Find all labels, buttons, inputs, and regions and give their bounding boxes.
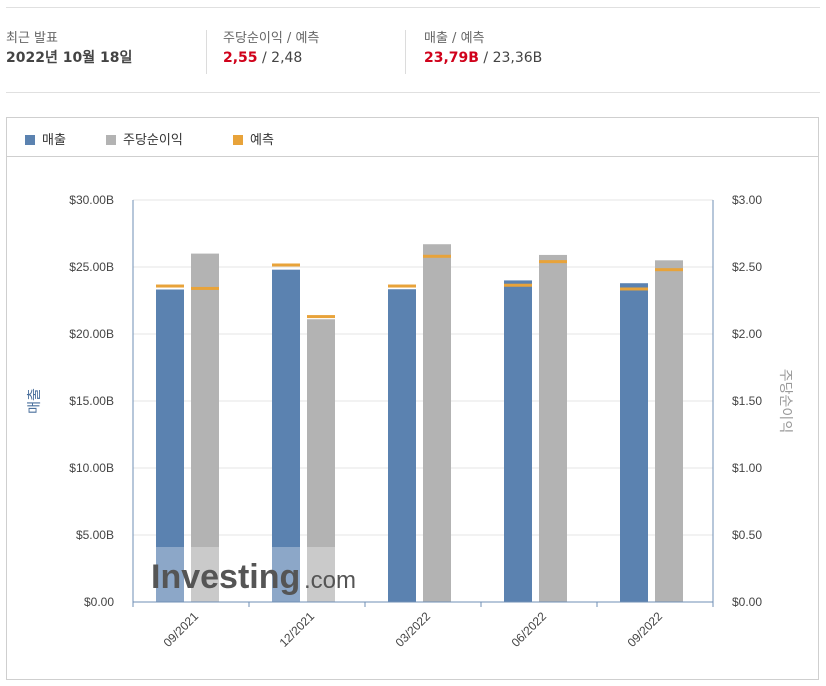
chart-legend: 매출 주당순이익 예측 bbox=[7, 118, 818, 157]
y-left-tick-label: $10.00B bbox=[69, 461, 114, 475]
revenue-stat: 매출 / 예측 23,79B / 23,36B bbox=[424, 30, 542, 68]
revenue-forecast-marker bbox=[156, 284, 184, 288]
y-left-tick-label: $30.00B bbox=[69, 193, 114, 207]
revenue-label: 매출 / 예측 bbox=[424, 31, 485, 46]
x-tick-label: 09/2021 bbox=[161, 609, 202, 650]
y-right-tick-label: $3.00 bbox=[732, 193, 762, 207]
y-right-axis-title: 주당순이익 bbox=[777, 369, 793, 433]
eps-bar bbox=[307, 319, 335, 602]
eps-bar bbox=[191, 253, 219, 602]
watermark-suffix: .com bbox=[304, 567, 356, 594]
summary-separator bbox=[405, 30, 406, 74]
y-right-tick-label: $0.50 bbox=[732, 528, 762, 542]
legend-swatch-forecast bbox=[233, 135, 243, 145]
y-right-tick-label: $0.00 bbox=[732, 595, 762, 609]
revenue-bar bbox=[156, 289, 184, 602]
x-tick-label: 09/2022 bbox=[625, 609, 666, 650]
eps-bar bbox=[539, 254, 567, 602]
revenue-forecast-marker bbox=[272, 263, 300, 267]
chart-plot: Investing .com $0.00 $0.00 $5.00B $0.50 $10.… bbox=[27, 193, 793, 650]
revenue-bar bbox=[272, 269, 300, 602]
eps-bar bbox=[423, 244, 451, 602]
eps-forecast-marker bbox=[655, 268, 683, 272]
legend-label-eps: 주당순이익 bbox=[123, 133, 183, 148]
latest-release-label: 최근 발표 bbox=[6, 31, 58, 46]
y-left-tick-label: $5.00B bbox=[76, 528, 114, 542]
eps-bar bbox=[655, 260, 683, 602]
y-right-tick-label: $1.50 bbox=[732, 394, 762, 408]
revenue-bar bbox=[620, 283, 648, 602]
y-left-tick-label: $25.00B bbox=[69, 260, 114, 274]
legend-item-eps[interactable]: 주당순이익 bbox=[106, 129, 183, 148]
legend-swatch-eps bbox=[106, 135, 116, 145]
x-tick-label: 03/2022 bbox=[393, 609, 434, 650]
eps-forecast-marker bbox=[191, 286, 219, 290]
summary-separator bbox=[206, 30, 207, 74]
eps-actual: 2,55 bbox=[223, 50, 258, 66]
legend-label-forecast: 예측 bbox=[250, 133, 274, 148]
earnings-chart: 매출 주당순이익 예측 Investing .com $0.00 $0.00 $5.… bbox=[6, 117, 819, 680]
latest-release: 최근 발표 2022년 10월 18일 bbox=[6, 30, 132, 68]
y-right-tick-label: $2.00 bbox=[732, 327, 762, 341]
revenue-bar bbox=[504, 280, 532, 602]
revenue-forecast-marker bbox=[388, 284, 416, 288]
revenue-actual: 23,79B bbox=[424, 50, 479, 66]
legend-item-revenue[interactable]: 매출 bbox=[25, 129, 66, 148]
y-left-tick-label: $15.00B bbox=[69, 394, 114, 408]
y-left-axis-title: 매출 bbox=[27, 388, 43, 414]
revenue-forecast: / 23,36B bbox=[478, 50, 543, 66]
legend-swatch-revenue bbox=[25, 135, 35, 145]
eps-label: 주당순이익 / 예측 bbox=[223, 31, 320, 46]
summary-divider bbox=[6, 92, 820, 93]
top-divider bbox=[6, 7, 820, 8]
legend-item-forecast[interactable]: 예측 bbox=[233, 129, 274, 148]
eps-forecast: / 2,48 bbox=[257, 50, 303, 66]
y-left-tick-label: $0.00 bbox=[84, 595, 114, 609]
eps-stat: 주당순이익 / 예측 2,55 / 2,48 bbox=[223, 30, 319, 68]
x-tick-label: 06/2022 bbox=[509, 609, 550, 650]
investing-watermark: Investing .com bbox=[151, 558, 356, 596]
x-tick-label: 12/2021 bbox=[277, 609, 318, 650]
revenue-forecast-marker bbox=[620, 287, 648, 291]
y-left-tick-label: $20.00B bbox=[69, 327, 114, 341]
legend-label-revenue: 매출 bbox=[42, 133, 66, 148]
revenue-bar bbox=[388, 289, 416, 602]
eps-forecast-marker bbox=[539, 260, 567, 264]
watermark-band bbox=[134, 547, 374, 602]
y-right-tick-label: $2.50 bbox=[732, 260, 762, 274]
eps-forecast-marker bbox=[423, 254, 451, 258]
watermark-brand: Investing bbox=[151, 558, 300, 596]
revenue-forecast-marker bbox=[504, 283, 532, 287]
y-right-tick-label: $1.00 bbox=[732, 461, 762, 475]
earnings-summary: 최근 발표 2022년 10월 18일 주당순이익 / 예측 2,55 / 2,… bbox=[0, 30, 826, 80]
latest-release-date: 2022년 10월 18일 bbox=[6, 50, 133, 66]
eps-forecast-marker bbox=[307, 315, 335, 319]
